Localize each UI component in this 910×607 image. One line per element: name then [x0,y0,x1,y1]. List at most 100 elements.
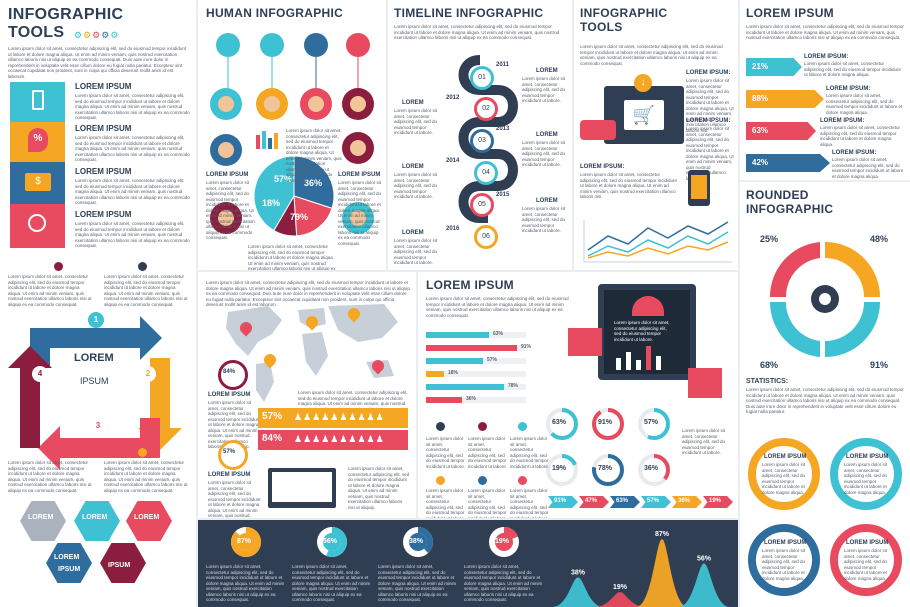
ring-chart [546,408,578,440]
timeline-text-1: Lorem ipsum dolor sit amet, consectetur … [522,76,566,103]
ring-label: 91% [598,419,613,426]
tools2-label-2: LOREM IPSUM: [686,118,731,124]
ring-chart [546,454,578,486]
bar-label: 36% [466,396,477,402]
dot-red-2 [54,448,63,457]
monitor-screen [272,472,332,502]
human-faces [210,33,374,234]
tool-item-1-text: Lorem ipsum dolor sit amet, consectetur … [75,93,190,120]
ring-arc [546,454,578,486]
lorem-intro: Lorem ipsum dolor sit amet, consectetur … [746,24,904,40]
bar [426,345,517,351]
ring-label: 78% [598,465,613,472]
hex-4 [46,543,92,583]
download-icon: ↓ [634,74,652,92]
people-bar-1-pct: 57% [262,411,283,422]
percent-icon: % [28,128,48,152]
hex-2-label: LOREM [82,514,108,521]
circle-1 [748,438,820,510]
pie-label-36: 36% [304,178,323,188]
circle-2-text: Lorem ipsum dolor sit amet, consectetur … [844,462,888,495]
hand-left [568,328,602,356]
timeline-intro: Lorem ipsum dolor sit amet, consectetur … [394,24,560,40]
ring-arc [638,408,670,440]
bar-track [426,332,526,338]
bottom-panel: 87% 56% 38% 19% Lorem ipsum dolor sit amet,… [198,520,738,607]
peak-label: 56% [697,555,712,562]
map-text-4: Lorem ipsum dolor sit amet, consectetur … [348,466,410,510]
arrow-1 [746,58,802,76]
ring-label: 57% [644,419,659,426]
hex-5-label: IPSUM [108,562,131,569]
tools2-text-1: Lorem ipsum dolor sit amet, consectetur … [686,78,734,133]
timeline-step-1: 01 [470,66,494,90]
pct-arrow-label: 47% [585,498,598,504]
bar-track [426,384,526,390]
bar-track [426,358,526,364]
bars-panel: LOREM IPSUM Lorem ipsum dolor sit amet, … [418,272,738,518]
hex-1-label: LOREM [28,514,54,521]
tool-item-4-label: LOREM IPSUM [75,210,132,219]
peak [636,539,688,607]
tool-item-4-text: Lorem ipsum dolor sit amet, consectetur … [75,221,190,248]
pct-arrow-label: 36% [678,498,691,504]
pin-badge-57-label: 57% [223,449,236,455]
cycle-panel: Lorem ipsum dolor sit amet, consectetur … [0,258,196,607]
timeline-label-6: LOREM [402,230,424,236]
bar-track [426,345,526,351]
ring-label: 63% [552,419,567,426]
arrow-4-pct: 42% [752,158,769,167]
peak [552,577,604,607]
human-label-1: LOREM IPSUM [206,172,249,178]
cycle-text-1: Lorem ipsum dolor sit amet, consectetur … [8,274,92,307]
bar-label: 63% [493,331,504,337]
circle-2-label: LOREM IPSUM [846,454,889,460]
bars-text-1: Lorem ipsum dolor sit amet, consectetur … [614,320,670,342]
rounded-pct-91: 91% [870,360,889,370]
donut-arc [403,527,433,557]
pct-arrow [672,496,702,508]
donut-chart [489,527,519,557]
ring-chart [638,408,670,440]
circle-3-text: Lorem ipsum dolor sit amet, consectetur … [762,548,806,581]
timeline-text-6: Lorem ipsum dolor sit amet, consectetur … [394,238,438,265]
donut-arc [231,527,261,557]
human-title: HUMAN INFOGRAPHIC [206,6,344,20]
year-2012: 2012 [446,95,460,101]
bar-label: 91% [521,344,532,350]
bars-text-7: Lorem ipsum dolor sit amet, consectetur … [510,488,550,518]
people-icons-2: ♟♟♟♟♟♟♟♟♟♟ [294,434,385,444]
circles-panel: LOREM IPSUM Lorem ipsum dolor sit amet, … [740,432,910,607]
peak-chart: 38% 19% 87% 56% [552,531,730,607]
cycle-text-2: Lorem ipsum dolor sit amet, consectetur … [104,274,188,307]
circle-1-text: Lorem ipsum dolor sit amet, consectetur … [762,462,806,495]
rounded-pct-68: 68% [760,360,779,370]
timeline-label-3: LOREM [536,132,558,138]
timeline-label-5: LOREM [536,198,558,204]
cycle-text-4: Lorem ipsum dolor sit amet, consectetur … [104,460,188,493]
circle-2 [830,438,902,510]
ring-arc [546,408,578,440]
bars-text-2: Lorem ipsum dolor sit amet, consectetur … [426,436,466,469]
arrow-3-text: Lorem ipsum dolor sit amet, consectetur … [820,125,901,147]
arrow-2-label: LOREM IPSUM: [826,86,871,92]
human-text-3: Lorem ipsum dolor sit amet, consectetur … [338,180,382,246]
cycle-num-4: 4 [32,366,48,382]
arrow-3 [746,122,816,140]
bar [426,358,483,364]
timeline-step-3: 03 [470,129,494,153]
cycle-num-3: 3 [90,418,106,434]
pct-arrow [548,496,578,508]
human-pie-chart [253,155,335,237]
map-text-2: Lorem ipsum dolor sit amet, consectetur … [208,480,261,518]
rounded-title: ROUNDED INFOGRAPHIC [746,188,834,216]
bar-label: 18% [448,370,459,376]
tool-item-2-label: LOREM IPSUM [75,124,132,133]
dot-orange-2 [138,448,147,457]
arrow-1-pct: 21% [752,62,769,71]
bottom-text-2: Lorem ipsum dolor sit amet, consectetur … [292,564,371,602]
rounded-panel: ROUNDED INFOGRAPHIC 25% 48% 68% 91% STAT… [740,182,910,432]
ring-chart [638,454,670,486]
pct-arrow [641,496,671,508]
hex-5 [100,543,146,583]
